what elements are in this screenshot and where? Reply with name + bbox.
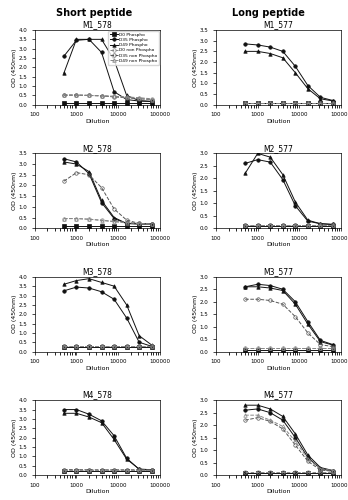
Line: D0 non Phospho: D0 non Phospho: [62, 94, 153, 100]
D49 non Phospho: [150, 96, 154, 102]
D0 non Phospho: [150, 96, 154, 102]
D49 non Phospho: [62, 92, 66, 98]
D35 Phospho: [112, 88, 116, 94]
D35 Phospho: [150, 98, 154, 104]
Y-axis label: OD (450nm): OD (450nm): [12, 418, 17, 457]
D0 non Phospho: [74, 92, 79, 98]
Y-axis label: OD (450nm): OD (450nm): [193, 295, 198, 334]
X-axis label: Dilution: Dilution: [85, 242, 110, 247]
D0 non Phospho: [62, 92, 66, 98]
D35 non Phospho: [87, 92, 91, 98]
Text: Short peptide: Short peptide: [56, 8, 132, 18]
Title: M4_578: M4_578: [82, 390, 112, 400]
Y-axis label: OD (450nm): OD (450nm): [12, 295, 17, 334]
D0 non Phospho: [100, 93, 104, 99]
D35 non Phospho: [100, 93, 104, 99]
Y-axis label: OD (450nm): OD (450nm): [12, 48, 17, 86]
D35 non Phospho: [150, 96, 154, 102]
D0 Phospho: [100, 100, 104, 105]
D0 non Phospho: [112, 94, 116, 100]
D49 Phospho: [100, 36, 104, 43]
Line: D35 non Phospho: D35 non Phospho: [62, 94, 153, 102]
D35 Phospho: [125, 96, 129, 102]
D49 Phospho: [125, 92, 129, 98]
Title: M1_578: M1_578: [82, 20, 112, 29]
D49 Phospho: [137, 98, 141, 103]
D49 non Phospho: [112, 94, 116, 100]
D0 Phospho: [87, 100, 91, 105]
D49 Phospho: [74, 36, 79, 43]
D49 Phospho: [150, 98, 154, 104]
D49 non Phospho: [74, 92, 79, 98]
Line: D35 Phospho: D35 Phospho: [62, 38, 153, 103]
Y-axis label: OD (450nm): OD (450nm): [193, 172, 198, 210]
D49 Phospho: [112, 57, 116, 63]
D49 non Phospho: [137, 96, 141, 102]
Title: M3_577: M3_577: [263, 267, 294, 276]
Title: M2_577: M2_577: [263, 144, 293, 152]
D0 non Phospho: [137, 94, 141, 100]
D0 non Phospho: [87, 92, 91, 98]
Y-axis label: OD (450nm): OD (450nm): [193, 48, 198, 86]
D35 Phospho: [100, 50, 104, 56]
X-axis label: Dilution: Dilution: [85, 119, 110, 124]
Title: M1_577: M1_577: [263, 20, 293, 29]
D35 Phospho: [62, 53, 66, 59]
Title: M4_577: M4_577: [263, 390, 294, 400]
Y-axis label: OD (450nm): OD (450nm): [193, 418, 198, 457]
Line: D0 Phospho: D0 Phospho: [62, 101, 153, 104]
D0 Phospho: [137, 100, 141, 105]
Legend: D0 Phospho, D35 Phospho, D49 Phospho, D0 non Phospho, D35 non Phospho, D49 non P: D0 Phospho, D35 Phospho, D49 Phospho, D0…: [108, 31, 159, 64]
D35 non Phospho: [137, 96, 141, 102]
D35 non Phospho: [62, 92, 66, 98]
D35 Phospho: [137, 98, 141, 104]
X-axis label: Dilution: Dilution: [85, 489, 110, 494]
D0 Phospho: [150, 100, 154, 105]
Y-axis label: OD (450nm): OD (450nm): [12, 172, 17, 210]
X-axis label: Dilution: Dilution: [85, 366, 110, 370]
D0 Phospho: [74, 100, 79, 105]
D49 non Phospho: [100, 93, 104, 99]
D35 non Phospho: [125, 94, 129, 100]
Title: M3_578: M3_578: [82, 267, 112, 276]
Line: D49 non Phospho: D49 non Phospho: [62, 94, 153, 102]
D49 non Phospho: [125, 94, 129, 100]
D0 Phospho: [125, 100, 129, 105]
D35 non Phospho: [74, 92, 79, 98]
X-axis label: Dilution: Dilution: [266, 119, 291, 124]
D0 non Phospho: [125, 94, 129, 100]
D0 Phospho: [112, 100, 116, 105]
D49 Phospho: [87, 36, 91, 43]
Line: D49 Phospho: D49 Phospho: [62, 38, 153, 103]
D35 non Phospho: [112, 94, 116, 100]
D49 Phospho: [62, 70, 66, 76]
Text: Long peptide: Long peptide: [231, 8, 304, 18]
D35 Phospho: [87, 36, 91, 43]
X-axis label: Dilution: Dilution: [266, 242, 291, 247]
D49 non Phospho: [87, 92, 91, 98]
D35 Phospho: [74, 38, 79, 44]
Title: M2_578: M2_578: [82, 144, 112, 152]
X-axis label: Dilution: Dilution: [266, 489, 291, 494]
X-axis label: Dilution: Dilution: [266, 366, 291, 370]
D0 Phospho: [62, 100, 66, 105]
